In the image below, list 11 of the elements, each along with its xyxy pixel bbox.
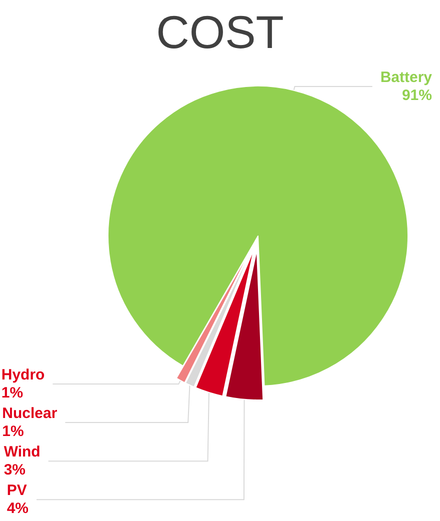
data-label: 1% xyxy=(2,422,24,440)
slice-label: Battery xyxy=(380,68,433,86)
data-label: 1% xyxy=(1,384,24,402)
slice-label: Wind xyxy=(4,444,40,461)
slice-label: Hydro xyxy=(1,366,45,384)
slice-label: Nuclear xyxy=(2,404,58,422)
data-label: 91% xyxy=(402,86,432,104)
chart-title: COST xyxy=(156,6,284,58)
data-label: 3% xyxy=(4,462,26,479)
slice-label: PV xyxy=(6,482,27,500)
data-label: 4% xyxy=(6,500,29,518)
